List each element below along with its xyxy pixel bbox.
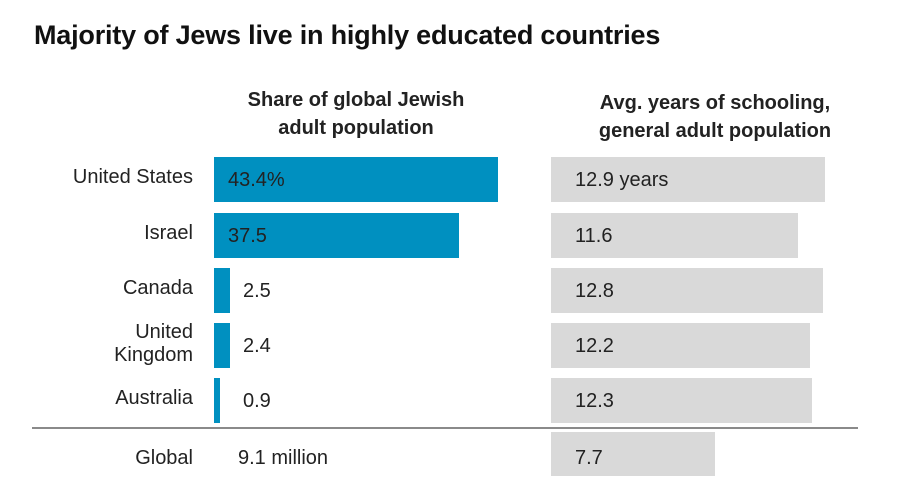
share-value-label: 37.5: [228, 225, 267, 247]
schooling-bar: [551, 157, 826, 202]
chart-title: Majority of Jews live in highly educated…: [34, 20, 661, 50]
share-bar: [214, 378, 220, 423]
right-column-header: Avg. years of schooling, general adult p…: [560, 89, 870, 145]
category-label: United States: [73, 166, 193, 189]
schooling-value-label: 12.9 years: [575, 169, 669, 191]
category-label: Australia: [115, 387, 193, 410]
schooling-value-label: 12.3: [575, 390, 614, 412]
global-population-label: 9.1 million: [238, 447, 329, 469]
share-value-label: 2.4: [243, 335, 271, 357]
share-bar: [214, 213, 460, 258]
category-label-line: United: [135, 320, 193, 343]
category-label-line: Canada: [122, 277, 193, 299]
left-column-header: Share of global Jewish adult population: [214, 86, 498, 142]
share-bar: [214, 157, 498, 202]
divider-line: [32, 427, 858, 429]
left-header-line: adult population: [278, 117, 434, 139]
right-header-line: general adult population: [598, 120, 832, 142]
category-label-line: Australia: [115, 387, 193, 409]
right-header-line: Avg. years of schooling,: [599, 92, 831, 114]
schooling-bar: [551, 268, 823, 313]
schooling-value-label: 12.2: [575, 335, 614, 357]
share-value-label: 2.5: [243, 280, 271, 302]
global-label: Global: [135, 447, 193, 469]
schooling-bar: [551, 378, 813, 423]
category-label: Israel: [144, 222, 193, 245]
category-label-line: Kingdom: [114, 343, 193, 366]
category-label: Canada: [123, 277, 193, 300]
schooling-value-label: 11.6: [575, 225, 613, 247]
left-header-line: Share of global Jewish: [247, 89, 465, 111]
global-schooling-label: 7.7: [575, 447, 603, 469]
category-label-line: United States: [72, 166, 193, 188]
global-schooling-bar: [551, 432, 715, 476]
category-label: United Kingdom: [114, 321, 193, 367]
share-value-label: 0.9: [243, 390, 271, 412]
share-value-label: 43.4%: [228, 169, 285, 191]
schooling-value-label: 12.8: [575, 280, 614, 302]
share-bar: [214, 268, 231, 313]
category-label-line: Israel: [144, 222, 193, 244]
schooling-bar: [551, 323, 811, 368]
schooling-bar: [551, 213, 798, 258]
share-bar: [214, 323, 230, 368]
